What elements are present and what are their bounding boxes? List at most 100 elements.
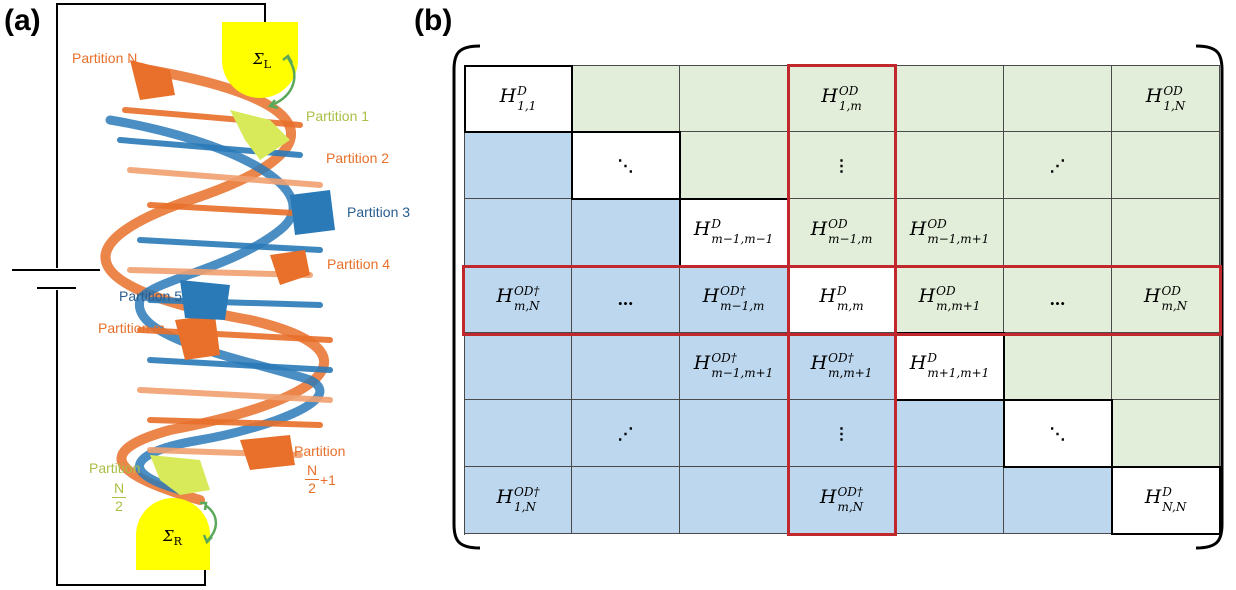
matrix-element: H OD† m,m+1	[811, 352, 873, 380]
matrix-symbol: H	[693, 352, 711, 374]
matrix-cell	[1004, 199, 1112, 266]
matrix-superscript: OD	[828, 217, 848, 231]
panel-a-letter: (a)	[4, 4, 41, 37]
matrix-symbol: H	[1144, 486, 1162, 508]
matrix-cell: H OD m,N	[1112, 266, 1220, 333]
matrix-ellipsis: …	[1004, 266, 1112, 333]
matrix-cell: H OD† 1,N	[465, 467, 572, 534]
matrix-element: H OD† 1,N	[496, 486, 539, 514]
matrix-cell	[572, 467, 680, 534]
matrix-subscript: m,m+1	[828, 366, 873, 380]
matrix-cell: H OD† m,N	[465, 266, 572, 333]
matrix-subscript: m,N	[1161, 299, 1188, 313]
panel-b-letter: (b)	[414, 4, 453, 37]
matrix-superscript: OD	[1161, 284, 1181, 298]
matrix-element: H OD† m,N	[820, 486, 863, 514]
matrix-subscript: m,N	[513, 299, 540, 313]
matrix-superscript: OD	[838, 83, 859, 98]
matrix-subscript: m−1,m+1	[927, 232, 990, 246]
matrix-subscript: m−1,m−1	[711, 232, 774, 246]
matrix-superscript: OD†	[711, 351, 737, 365]
matrix-symbol: H	[909, 218, 927, 240]
matrix-cell: H OD 1,m	[788, 66, 896, 132]
matrix-superscript: OD	[1163, 83, 1183, 98]
matrix-symbol: H	[821, 84, 838, 107]
sigma-left-label: ΣL	[253, 50, 271, 71]
matrix-cell: H OD 1,N	[1112, 66, 1220, 132]
matrix-symbol: H	[810, 352, 828, 374]
label-partition-5: Partition 5	[119, 288, 183, 304]
matrix-cell: H OD m,m+1	[896, 266, 1004, 333]
matrix-superscript: OD†	[828, 351, 854, 365]
matrix-element: H D N,N	[1145, 486, 1187, 514]
matrix-symbol: H	[918, 285, 936, 307]
partition-n2-chunk	[150, 455, 210, 495]
partition-4-chunk	[270, 250, 310, 285]
matrix-cell	[680, 132, 788, 199]
matrix-symbol: H	[496, 486, 514, 508]
matrix-cell	[1112, 199, 1220, 266]
label-partition-2: Partition 2	[326, 150, 390, 166]
matrix-cell	[680, 400, 788, 467]
matrix-cell	[896, 132, 1004, 199]
matrix-cell: H OD† m−1,m+1	[680, 333, 788, 400]
matrix-ellipsis: ⋰	[572, 400, 680, 467]
circuit-diagram	[12, 3, 335, 586]
right-electrode	[136, 498, 210, 570]
matrix-cell	[465, 333, 572, 400]
matrix-cell: H OD† m,m+1	[788, 333, 896, 400]
matrix-cell: H OD m−1,m	[788, 199, 896, 266]
matrix-superscript: D	[711, 217, 721, 231]
matrix-element: H OD† m,N	[496, 285, 539, 313]
matrix-cell	[572, 333, 680, 400]
matrix-symbol: H	[1143, 285, 1161, 307]
matrix-superscript: OD†	[837, 485, 863, 499]
matrix-superscript: OD	[927, 217, 947, 231]
matrix-subscript: m,m	[837, 299, 864, 313]
matrix-subscript: m,N	[837, 500, 864, 514]
matrix-cell	[465, 400, 572, 467]
matrix-ellipsis: ⋮	[788, 132, 896, 199]
matrix-symbol: H	[819, 285, 836, 307]
label-partition-3: Partition 3	[347, 204, 411, 220]
matrix-element: H OD m−1,m	[811, 218, 873, 246]
right-bracket	[1195, 44, 1224, 550]
matrix-cell	[1004, 467, 1112, 534]
matrix-superscript: D	[837, 284, 847, 298]
matrix-subscript: m−1,m	[828, 232, 873, 246]
base-pairs	[117, 107, 333, 458]
matrix-cell	[572, 66, 680, 132]
matrix-subscript: 1,N	[1163, 98, 1186, 113]
matrix-cell	[896, 467, 1004, 534]
matrix-subscript: N,N	[1162, 500, 1187, 514]
matrix-symbol: H	[496, 285, 513, 307]
matrix-element: H OD 1,N	[1145, 83, 1186, 113]
label-partition-m: Partition m	[98, 320, 165, 336]
matrix-superscript: OD†	[720, 284, 746, 298]
matrix-element: H OD† m−1,m	[703, 285, 765, 313]
matrix-cell	[680, 467, 788, 534]
matrix-cell: H OD† m−1,m	[680, 266, 788, 333]
matrix-subscript: 1,1	[517, 98, 537, 113]
matrix-subscript: 1,N	[514, 500, 536, 514]
matrix-cell	[572, 199, 680, 266]
matrix-ellipsis: ⋮	[788, 400, 896, 467]
matrix-cell: H OD† m,N	[788, 467, 896, 534]
matrix-symbol: H	[1145, 84, 1163, 107]
matrix-cell: H OD m−1,m+1	[896, 199, 1004, 266]
sigma-right-label: ΣR	[163, 527, 182, 548]
matrix-brackets	[452, 44, 1224, 550]
matrix-element: H OD m,m+1	[919, 285, 981, 313]
matrix-superscript: D	[927, 351, 937, 365]
partition-1-chunk	[230, 110, 290, 160]
partition-n2p1-chunk	[240, 435, 295, 470]
matrix-superscript: D	[1162, 485, 1172, 499]
matrix-cell	[1112, 132, 1220, 199]
matrix-superscript: OD	[936, 284, 956, 298]
